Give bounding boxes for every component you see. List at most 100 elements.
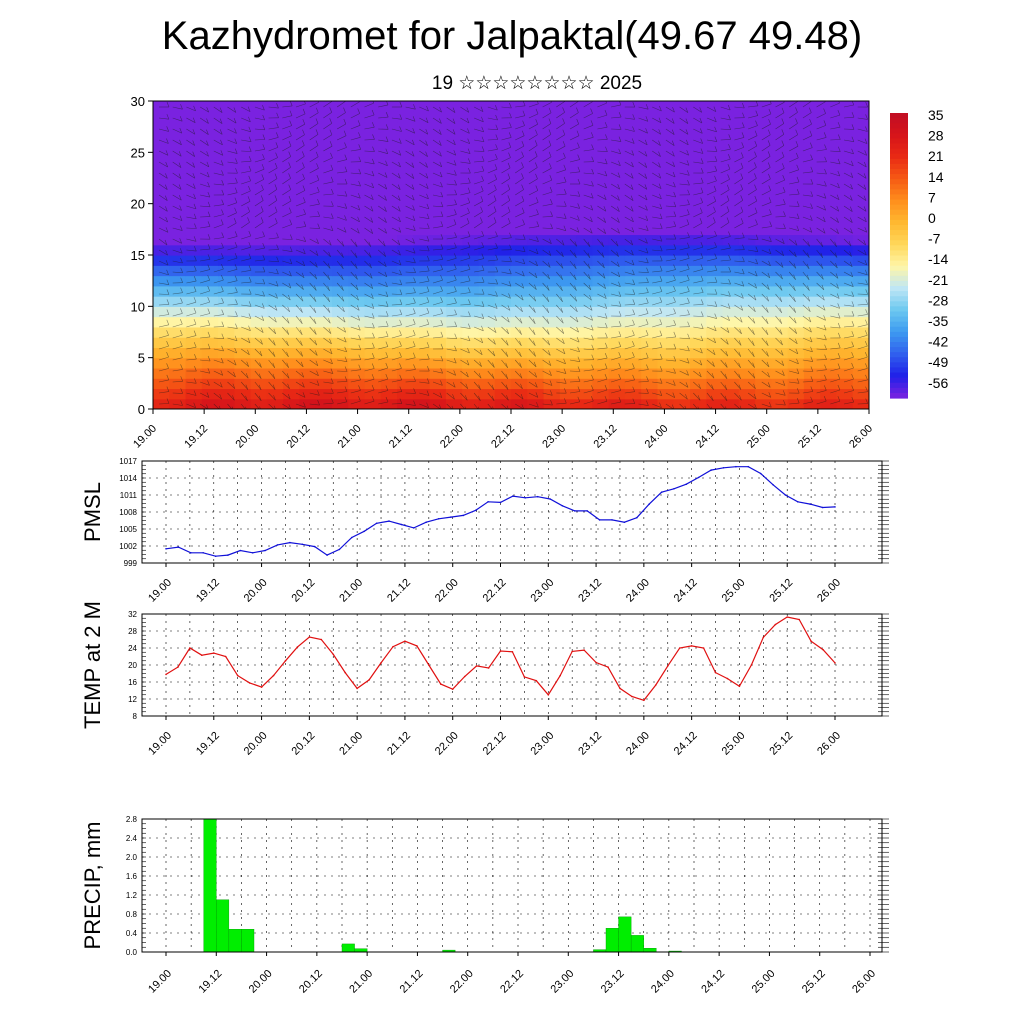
wind-barb bbox=[802, 391, 813, 394]
wind-barb-flag bbox=[724, 373, 728, 379]
wind-barb bbox=[336, 249, 344, 258]
heatmap-cell bbox=[218, 326, 235, 338]
heatmap-cell bbox=[559, 101, 577, 112]
wind-barb-flag bbox=[342, 316, 346, 323]
wind-barb-flag bbox=[166, 279, 170, 285]
wind-barb-flag bbox=[562, 141, 566, 147]
wind-barb-flag bbox=[220, 219, 224, 225]
heatmap-cell bbox=[380, 183, 398, 194]
wind-barb-flag bbox=[371, 182, 374, 189]
data-point bbox=[673, 488, 675, 490]
wind-barb-flag bbox=[221, 170, 224, 176]
heatmap-cell bbox=[250, 183, 268, 194]
wind-barb bbox=[542, 260, 551, 268]
heatmap-cell bbox=[559, 316, 577, 328]
wind-barb-flag bbox=[588, 284, 592, 291]
wind-barb-flag bbox=[808, 316, 812, 323]
wind-barb-flag bbox=[562, 348, 566, 355]
wind-barb bbox=[624, 314, 635, 317]
wind-barb bbox=[487, 211, 497, 218]
wind-barb bbox=[432, 359, 443, 362]
wind-barb bbox=[775, 227, 786, 229]
wind-barb-flag bbox=[341, 296, 345, 302]
data-point bbox=[356, 687, 358, 690]
wind-barb bbox=[665, 301, 676, 306]
data-point bbox=[772, 484, 774, 486]
heatmap-cell bbox=[397, 101, 414, 112]
heatmap-cell bbox=[332, 172, 349, 184]
wind-barb bbox=[391, 161, 401, 168]
heatmap-cell bbox=[283, 388, 301, 400]
heatmap-cell bbox=[624, 347, 642, 359]
wind-barb-flag bbox=[234, 138, 238, 144]
heatmap-cell bbox=[738, 347, 756, 359]
heatmap-cell bbox=[234, 152, 252, 164]
wind-barb bbox=[474, 304, 485, 307]
wind-barb-flag bbox=[834, 241, 837, 247]
wind-barb-flag bbox=[646, 297, 649, 304]
wind-barb-flag bbox=[561, 328, 565, 334]
data-point bbox=[213, 652, 215, 654]
heatmap-cell bbox=[478, 388, 496, 400]
wind-barb bbox=[295, 113, 306, 119]
ytick-label: 1.6 bbox=[126, 872, 138, 881]
data-point bbox=[774, 623, 777, 626]
wind-barb bbox=[227, 117, 237, 124]
wind-barb bbox=[761, 359, 770, 368]
wind-barb-flag bbox=[740, 184, 743, 190]
wind-barb-flag bbox=[452, 129, 456, 135]
heatmap-cell bbox=[527, 193, 545, 205]
wind-barb bbox=[665, 336, 676, 339]
wind-barb bbox=[336, 101, 346, 108]
wind-barb-flag bbox=[549, 174, 553, 181]
wind-barb bbox=[432, 381, 443, 386]
wind-barb-flag bbox=[386, 101, 389, 106]
wind-barb bbox=[843, 378, 854, 383]
heatmap-cell bbox=[641, 296, 659, 307]
wind-barb bbox=[802, 282, 810, 291]
ytick-label: 1017 bbox=[119, 457, 137, 466]
wind-barb-flag bbox=[809, 130, 813, 136]
wind-barb-flag bbox=[755, 110, 759, 116]
wind-barb-flag bbox=[824, 354, 827, 360]
wind-barb bbox=[816, 337, 827, 341]
heatmap-cell bbox=[755, 203, 772, 215]
wind-barb-flag bbox=[767, 382, 771, 388]
wind-barb-flag bbox=[247, 217, 250, 223]
heatmap-cell bbox=[543, 378, 561, 390]
wind-barb bbox=[693, 348, 703, 354]
heatmap-cell bbox=[836, 326, 854, 338]
wind-barb-flag bbox=[522, 234, 526, 240]
data-point bbox=[462, 514, 465, 517]
heatmap-cell bbox=[608, 398, 626, 409]
wind-barb-flag bbox=[399, 126, 402, 132]
wind-barb bbox=[405, 106, 416, 110]
heatmap-cell bbox=[755, 131, 772, 143]
heatmap-cell bbox=[738, 255, 756, 266]
heatmap-cell bbox=[169, 111, 187, 123]
wind-barb-flag bbox=[166, 319, 170, 325]
heatmap-cell bbox=[445, 296, 463, 307]
wind-barb-flag bbox=[259, 362, 262, 368]
heatmap-cell bbox=[722, 347, 740, 359]
heatmap-cell bbox=[771, 285, 789, 297]
wind-barb-flag bbox=[248, 325, 251, 331]
wind-barb bbox=[857, 345, 868, 350]
wind-barb-flag bbox=[481, 126, 484, 132]
wind-barb-flag bbox=[193, 193, 196, 200]
wind-barb-flag bbox=[372, 332, 375, 339]
wind-barb bbox=[446, 348, 457, 352]
wind-barb bbox=[432, 370, 443, 374]
heatmap-cell bbox=[266, 234, 284, 246]
wind-barb bbox=[378, 205, 387, 212]
wind-barb-flag bbox=[166, 374, 170, 381]
wind-barb-flag bbox=[425, 151, 428, 157]
wind-barb bbox=[186, 323, 197, 328]
wind-barb-flag bbox=[385, 331, 389, 337]
wind-barb-flag bbox=[823, 205, 826, 211]
wind-barb-flag bbox=[796, 368, 800, 374]
heatmap-cell bbox=[559, 398, 577, 409]
heatmap-cell bbox=[673, 193, 691, 205]
chart-subtitle: 19 ☆☆☆☆☆☆☆☆ 2025 bbox=[431, 73, 643, 94]
wind-barb bbox=[186, 291, 197, 295]
